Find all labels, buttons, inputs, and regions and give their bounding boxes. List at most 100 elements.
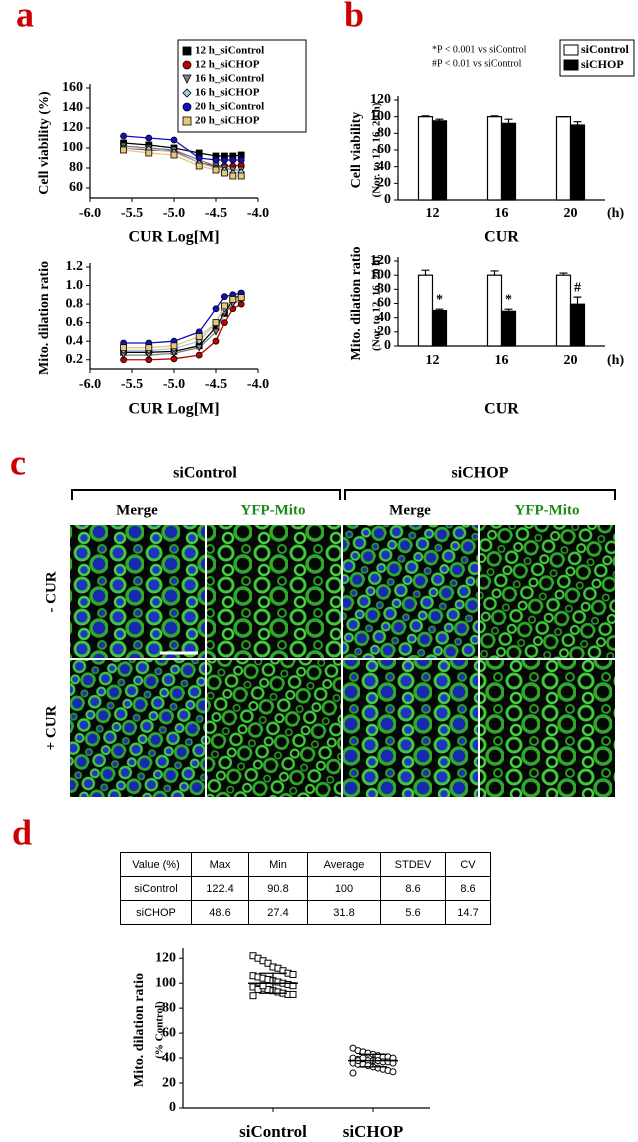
y-tick-label: 0.4 [66, 333, 84, 348]
micrograph [343, 525, 478, 658]
cell: 48.6 [191, 900, 249, 925]
x-unit: (h) [607, 353, 624, 368]
y-tick-label: 0.8 [66, 296, 84, 311]
marker [220, 302, 228, 310]
sd-bar [359, 1053, 387, 1068]
y-axis-title: Cell viability (%) [37, 91, 52, 195]
y-tick-label: 60 [377, 142, 391, 157]
series-line [123, 298, 242, 356]
legend-box [177, 39, 307, 133]
column-label: YFP-Mito [515, 502, 580, 518]
error-bar [435, 118, 444, 121]
marker [182, 74, 192, 84]
panel-label: d [12, 812, 32, 852]
x-tick-label: -6.0 [79, 206, 101, 221]
y-tick-label: 100 [370, 267, 391, 282]
bar [555, 116, 572, 201]
marker [229, 296, 237, 303]
x-tick-label: -5.5 [121, 377, 143, 392]
header-cell: Value (%) [120, 852, 192, 877]
marker [249, 992, 257, 1000]
y-tick-label: 40 [377, 310, 391, 325]
error-bar [421, 269, 430, 276]
marker [289, 990, 297, 998]
marker [212, 337, 220, 345]
y-tick-label: 0 [384, 192, 391, 207]
marker [182, 88, 192, 98]
cell: 122.4 [191, 876, 249, 901]
group-label: siCHOP [452, 465, 509, 482]
x-tick-label: -5.0 [163, 377, 185, 392]
y-tick-label: 0.6 [66, 315, 84, 330]
cell: 31.8 [307, 900, 381, 925]
y-axis-title: Mito. dilation ratio [349, 247, 364, 361]
bar [555, 274, 572, 347]
marker [212, 305, 220, 313]
micrograph [480, 660, 615, 797]
x-axis-title: CUR [484, 401, 519, 418]
panel-label: a [16, 0, 34, 34]
cell: 5.6 [380, 900, 446, 925]
column-label: YFP-Mito [241, 502, 306, 518]
x-tick-label: -6.0 [79, 377, 101, 392]
marker [170, 136, 178, 144]
marker [389, 1068, 397, 1076]
x-tick-label: -4.0 [247, 206, 269, 221]
x-tick-label: 20 [564, 353, 578, 368]
y-tick-label: 80 [162, 1000, 176, 1015]
marker [229, 172, 237, 180]
bar [431, 309, 448, 347]
annotation: #P < 0.01 vs siControl [432, 58, 522, 69]
significance-mark: # [574, 280, 581, 295]
y-tick-label: 20 [162, 1075, 176, 1090]
header-cell: Max [191, 852, 249, 877]
y-tick-label: 120 [155, 950, 176, 965]
y-tick-label: 140 [62, 100, 83, 115]
marker [212, 156, 220, 164]
marker [170, 342, 178, 350]
legend-label: 16 h_siControl [195, 73, 264, 85]
legend-label: 12 h_siControl [195, 45, 264, 57]
error-bar [421, 115, 430, 117]
marker [195, 154, 203, 162]
header-cell: CV [445, 852, 491, 877]
micrograph [70, 660, 205, 797]
marker [229, 156, 237, 164]
marker [254, 985, 262, 993]
marker [212, 166, 220, 174]
micrograph [480, 525, 615, 658]
y-tick-label: 80 [377, 126, 391, 141]
y-tick-label: 40 [377, 159, 391, 174]
y-tick-label: 80 [69, 160, 83, 175]
significance-mark: * [505, 292, 512, 307]
x-unit: (h) [607, 206, 624, 221]
micrograph [343, 660, 478, 797]
x-tick-label: siCHOP [343, 1122, 403, 1141]
micrograph [207, 525, 341, 658]
marker [237, 172, 245, 180]
cell: siCHOP [120, 900, 192, 925]
header-cell: STDEV [380, 852, 446, 877]
marker [182, 102, 192, 112]
marker [120, 132, 127, 140]
y-tick-label: 100 [370, 109, 391, 124]
bar [431, 120, 448, 201]
x-axis-title: CUR Log[M] [128, 401, 219, 418]
marker [195, 351, 203, 359]
annotation: *P < 0.001 vs siControl [432, 44, 527, 55]
header-cell: Min [248, 852, 308, 877]
table-row: siControl 122.4 90.8 100 8.6 8.6 [120, 876, 491, 901]
cell: 8.6 [445, 876, 491, 901]
y-axis-note: (Nor. to 12, 16, 20 h) [371, 256, 383, 351]
y-tick-label: 0.2 [66, 352, 84, 367]
y-tick-label: 100 [155, 975, 176, 990]
y-tick-label: 20 [377, 176, 391, 191]
cell: siControl [120, 876, 192, 901]
error-bar [573, 296, 582, 305]
marker [120, 344, 127, 352]
legend-label: siControl [581, 42, 629, 56]
y-tick-label: 60 [162, 1025, 176, 1040]
bar [569, 124, 586, 201]
